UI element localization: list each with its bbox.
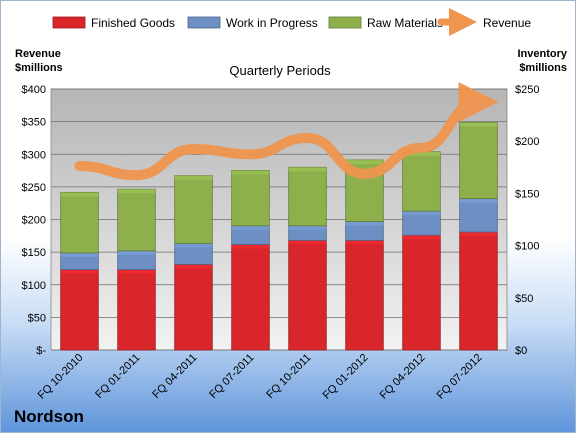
legend-label: Work in Progress xyxy=(226,16,318,30)
bar-segment-highlight xyxy=(402,211,441,216)
bar-segment-highlight xyxy=(117,269,156,274)
left-tick-label: $200 xyxy=(22,215,46,227)
bar-segment-highlight xyxy=(459,198,498,203)
bar-segment-highlight xyxy=(117,250,156,255)
legend-label: Raw Materials xyxy=(367,16,443,30)
bar-segment xyxy=(117,188,156,252)
left-tick-label: $250 xyxy=(22,182,46,194)
legend-swatch xyxy=(187,16,221,29)
bar-segment xyxy=(345,239,384,351)
bar-segment-highlight xyxy=(174,264,213,269)
bar-segment xyxy=(60,191,99,254)
chart-title: Quarterly Periods xyxy=(229,63,331,78)
bar-segment xyxy=(402,234,441,351)
bar-segment-highlight xyxy=(345,159,384,164)
bar-segment-highlight xyxy=(60,269,99,274)
category-label: FQ 04-2011 xyxy=(150,352,199,401)
bar-segment xyxy=(231,244,270,351)
right-axis-title-line1: Inventory xyxy=(517,48,567,60)
bar-segment-highlight xyxy=(117,189,156,194)
bar-segment xyxy=(288,166,327,227)
bar-segment-highlight xyxy=(231,244,270,249)
legend-swatch xyxy=(52,16,86,29)
category-label: FQ 10-2011 xyxy=(264,352,313,401)
left-tick-label: $150 xyxy=(22,247,46,259)
right-tick-label: $200 xyxy=(515,136,539,148)
bar-segment-highlight xyxy=(345,221,384,226)
legend-swatch xyxy=(328,16,362,29)
bar-segment xyxy=(459,231,498,351)
bar-segment xyxy=(459,122,498,200)
plot-area: $- $50 $100 $150 $200 $250 $300 $350 $400 $0 $50 $1… xyxy=(22,84,540,402)
overlay: Revenue $millions Inventory $millions Quarte… xyxy=(14,48,568,426)
bar-segment xyxy=(174,263,213,351)
category-label: FQ 07-2011 xyxy=(207,352,256,401)
bar-segment-highlight xyxy=(60,192,99,197)
left-tick-label: $- xyxy=(36,345,46,357)
category-label: FQ 07-2012 xyxy=(435,352,485,402)
category-label: FQ 04-2012 xyxy=(378,352,428,402)
revenue-line xyxy=(74,82,499,181)
bar-segment-highlight xyxy=(459,122,498,127)
bar-segment xyxy=(117,269,156,351)
left-tick-label: $300 xyxy=(22,149,46,161)
bar-segment-highlight xyxy=(402,151,441,156)
bar-segment xyxy=(174,175,213,244)
left-axis-title-line2: $millions xyxy=(15,62,63,74)
legend-label: Revenue xyxy=(483,16,531,30)
right-tick-label: $150 xyxy=(515,188,539,200)
right-tick-label: $0 xyxy=(515,345,527,357)
legend-label: Finished Goods xyxy=(91,16,175,30)
right-axis-title-line2: $millions xyxy=(519,62,567,74)
right-tick-label: $100 xyxy=(515,241,539,253)
left-tick-label: $350 xyxy=(22,117,46,129)
bar-segment-highlight xyxy=(288,167,327,172)
bar-segment xyxy=(231,170,270,227)
bar-segment-highlight xyxy=(288,240,327,245)
bar-segment-highlight xyxy=(288,225,327,230)
bar-segment-highlight xyxy=(174,175,213,180)
legend: Finished Goods Work in Progress Raw Materi… xyxy=(52,8,531,36)
left-tick-label: $50 xyxy=(28,312,46,324)
category-label: FQ 10-2010 xyxy=(36,352,86,402)
bar-segment xyxy=(459,198,498,233)
left-tick-label: $100 xyxy=(22,280,46,292)
bar-segment-highlight xyxy=(231,170,270,175)
bar-segment-highlight xyxy=(345,240,384,245)
bar-segment-highlight xyxy=(459,232,498,237)
company-name: Nordson xyxy=(14,407,84,426)
bar-segment xyxy=(288,239,327,351)
bar-segment xyxy=(60,269,99,351)
left-axis-title-line1: Revenue xyxy=(15,48,61,60)
left-tick-label: $400 xyxy=(22,84,46,96)
right-tick-label: $50 xyxy=(515,293,533,305)
right-tick-label: $250 xyxy=(515,84,539,96)
category-label: FQ 01-2011 xyxy=(93,352,142,401)
bar-segment-highlight xyxy=(174,243,213,248)
bar-segment xyxy=(402,210,441,236)
bar-segment-highlight xyxy=(402,235,441,240)
bar-segment-highlight xyxy=(60,252,99,257)
category-label: FQ 01-2012 xyxy=(321,352,371,402)
bar-segment-highlight xyxy=(231,225,270,230)
bar-segment xyxy=(402,151,441,212)
